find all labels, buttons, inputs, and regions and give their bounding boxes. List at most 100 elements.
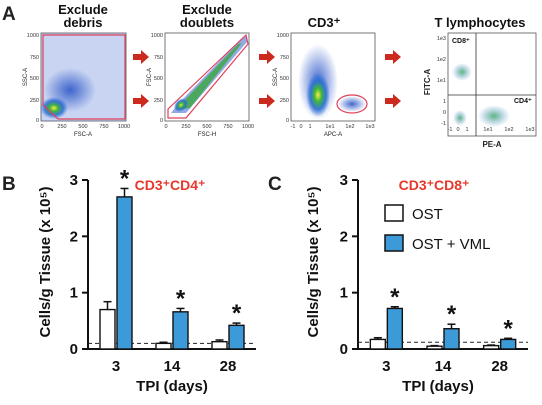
plot1-gate bbox=[42, 34, 126, 120]
plot4-xtick: 1 bbox=[465, 127, 468, 133]
plot1-xlabel: FSC-A bbox=[74, 132, 92, 138]
plot3-gate bbox=[336, 94, 368, 114]
flow-plot-t-lymphocytes: T lymphocytes CD8⁺ CD4⁺ 1e3 1e2 1e1 1 0 … bbox=[423, 15, 537, 149]
bar-ost bbox=[99, 308, 116, 350]
plot2-gate bbox=[167, 33, 249, 119]
plot3-title: CD3⁺ bbox=[308, 15, 341, 30]
plot1-mid-population bbox=[44, 68, 96, 112]
plot1-ytick: 1000 bbox=[27, 33, 39, 39]
plot1-title-line1: Exclude bbox=[58, 2, 108, 17]
plot1-xtick: 1000 bbox=[118, 124, 130, 130]
plot4-cd8-population bbox=[452, 63, 472, 81]
plot4-dn-population bbox=[453, 110, 467, 126]
y-tick-label: 3 bbox=[340, 172, 348, 189]
plot3-xtick: 1 bbox=[308, 124, 311, 130]
panel-a-letter: A bbox=[2, 4, 16, 25]
panel-c-subset-label: CD3⁺CD8⁺ bbox=[399, 177, 470, 193]
plot4-ytick: 1e2 bbox=[437, 57, 446, 63]
plot1-ytick: 250 bbox=[30, 98, 39, 104]
y-tick-label: 0 bbox=[70, 341, 78, 358]
panel-a: A Exclude debris 1000 750 500 250 0 0 25… bbox=[2, 2, 537, 149]
plot1-title-line2: debris bbox=[63, 15, 102, 30]
plot2-ytick: 0 bbox=[160, 118, 163, 124]
plot2-xtick: 1000 bbox=[242, 124, 254, 130]
bar-ost-vml bbox=[386, 307, 404, 350]
significance-star: * bbox=[232, 300, 242, 327]
plot2-xtick: 250 bbox=[181, 124, 190, 130]
plot2-ylabel: FSC-A bbox=[147, 68, 153, 86]
legend-ost-swatch bbox=[384, 204, 404, 222]
bar-ost-vml bbox=[172, 311, 189, 350]
plot3-yticks: 1000 750 500 250 0 bbox=[277, 33, 289, 124]
plot2-ytick: 750 bbox=[154, 55, 163, 61]
plot1-yticks: 1000 750 500 250 0 bbox=[27, 33, 39, 124]
bar-ost-vml bbox=[228, 324, 245, 350]
arrow-right-icon bbox=[385, 94, 401, 108]
plot2-yticks: 1000 750 500 250 0 bbox=[151, 33, 163, 124]
plot2-title-line2: doublets bbox=[180, 15, 234, 30]
plot2-ytick: 1000 bbox=[151, 33, 163, 39]
bar-ost-vml bbox=[443, 328, 460, 350]
plot3-ytick: 500 bbox=[280, 76, 289, 82]
y-tick-label: 2 bbox=[70, 228, 78, 245]
plot4-title: T lymphocytes bbox=[434, 15, 525, 30]
plot1-xtick: 500 bbox=[78, 124, 87, 130]
plot3-ylabel: SSC-A bbox=[273, 68, 279, 86]
plot2-ytick: 250 bbox=[154, 98, 163, 104]
x-tick-label: 28 bbox=[220, 358, 237, 375]
y-tick-label: 2 bbox=[340, 228, 348, 245]
plot4-xticks: -1 0 1 1e1 1e2 1e3 bbox=[448, 127, 535, 133]
plot3-ytick: 750 bbox=[280, 55, 289, 61]
plot4-xtick: -1 bbox=[448, 127, 453, 133]
panel-c-ylabel: Cells/g Tissue (x 10⁵) bbox=[305, 186, 322, 337]
plot2-xtick: 500 bbox=[202, 124, 211, 130]
plot3-ytick: 1000 bbox=[277, 33, 289, 39]
flow-plot-cd3: CD3⁺ 1000 750 500 250 0 -1 0 1 1e1 1e2 1… bbox=[273, 15, 376, 138]
flow-plot-exclude-doublets: Exclude doublets 1000 750 500 250 0 0 25… bbox=[147, 2, 254, 138]
x-tick-label: 3 bbox=[112, 358, 120, 375]
plot4-xtick: 0 bbox=[456, 127, 459, 133]
significance-star: * bbox=[120, 165, 130, 192]
plot4-xtick: 1e2 bbox=[504, 127, 513, 133]
panel-b: B Cells/g Tissue (x 10⁵) CD3⁺CD4⁺ 0 1 2 3 * 3… bbox=[2, 165, 256, 395]
panel-c-xlabel: TPI (days) bbox=[402, 378, 474, 395]
chart-b: 0 1 2 3 * 3 * 14 * 28 bbox=[70, 165, 256, 375]
plot1-xticks: 0 250 500 750 1000 bbox=[40, 124, 130, 130]
plot1-xtick: 750 bbox=[99, 124, 108, 130]
plot3-xtick: 1e3 bbox=[365, 124, 374, 130]
plot4-cd4-label: CD4⁺ bbox=[514, 98, 532, 105]
legend-ost-label: OST bbox=[412, 206, 443, 223]
plot1-ytick: 750 bbox=[30, 55, 39, 61]
panel-b-xlabel: TPI (days) bbox=[136, 378, 208, 395]
arrow-right-icon bbox=[133, 50, 149, 64]
arrow-right-icon bbox=[259, 50, 275, 64]
y-tick-label: 1 bbox=[340, 285, 348, 302]
legend-ost-vml-swatch bbox=[384, 234, 404, 252]
arrow-right-icon bbox=[133, 94, 149, 108]
bar-ost-vml bbox=[116, 196, 133, 350]
plot4-ytick: 1e3 bbox=[437, 36, 446, 42]
plot1-ylabel: SSC-A bbox=[23, 68, 29, 86]
plot1-xtick: 0 bbox=[40, 124, 43, 130]
plot3-hot-population bbox=[306, 73, 330, 117]
y-tick-label: 3 bbox=[70, 172, 78, 189]
chart-c: 0 1 2 3 * 3 * 14 * 28 bbox=[340, 172, 528, 375]
panel-b-subset-label: CD3⁺CD4⁺ bbox=[135, 177, 206, 193]
x-tick-label: 28 bbox=[491, 358, 508, 375]
plot3-ytick: 250 bbox=[280, 98, 289, 104]
significance-star: * bbox=[390, 284, 400, 311]
bar-ost bbox=[155, 342, 172, 350]
plot4-yticks: 1e3 1e2 1e1 1 0 -1 bbox=[437, 36, 446, 127]
plot1-ytick: 0 bbox=[36, 118, 39, 124]
plot4-ytick: 1 bbox=[443, 99, 446, 105]
plot2-xtick: 0 bbox=[164, 124, 167, 130]
y-tick-label: 0 bbox=[340, 341, 348, 358]
plot3-xtick: 1e2 bbox=[345, 124, 354, 130]
plot3-cd3-population bbox=[338, 96, 366, 112]
plot3-xtick: -1 bbox=[291, 124, 296, 130]
flow-plot-exclude-debris: Exclude debris 1000 750 500 250 0 0 250 … bbox=[23, 2, 130, 138]
plot4-cd4-population bbox=[478, 105, 510, 127]
x-tick-label: 3 bbox=[382, 358, 390, 375]
plot2-diagonal-core bbox=[176, 43, 242, 110]
